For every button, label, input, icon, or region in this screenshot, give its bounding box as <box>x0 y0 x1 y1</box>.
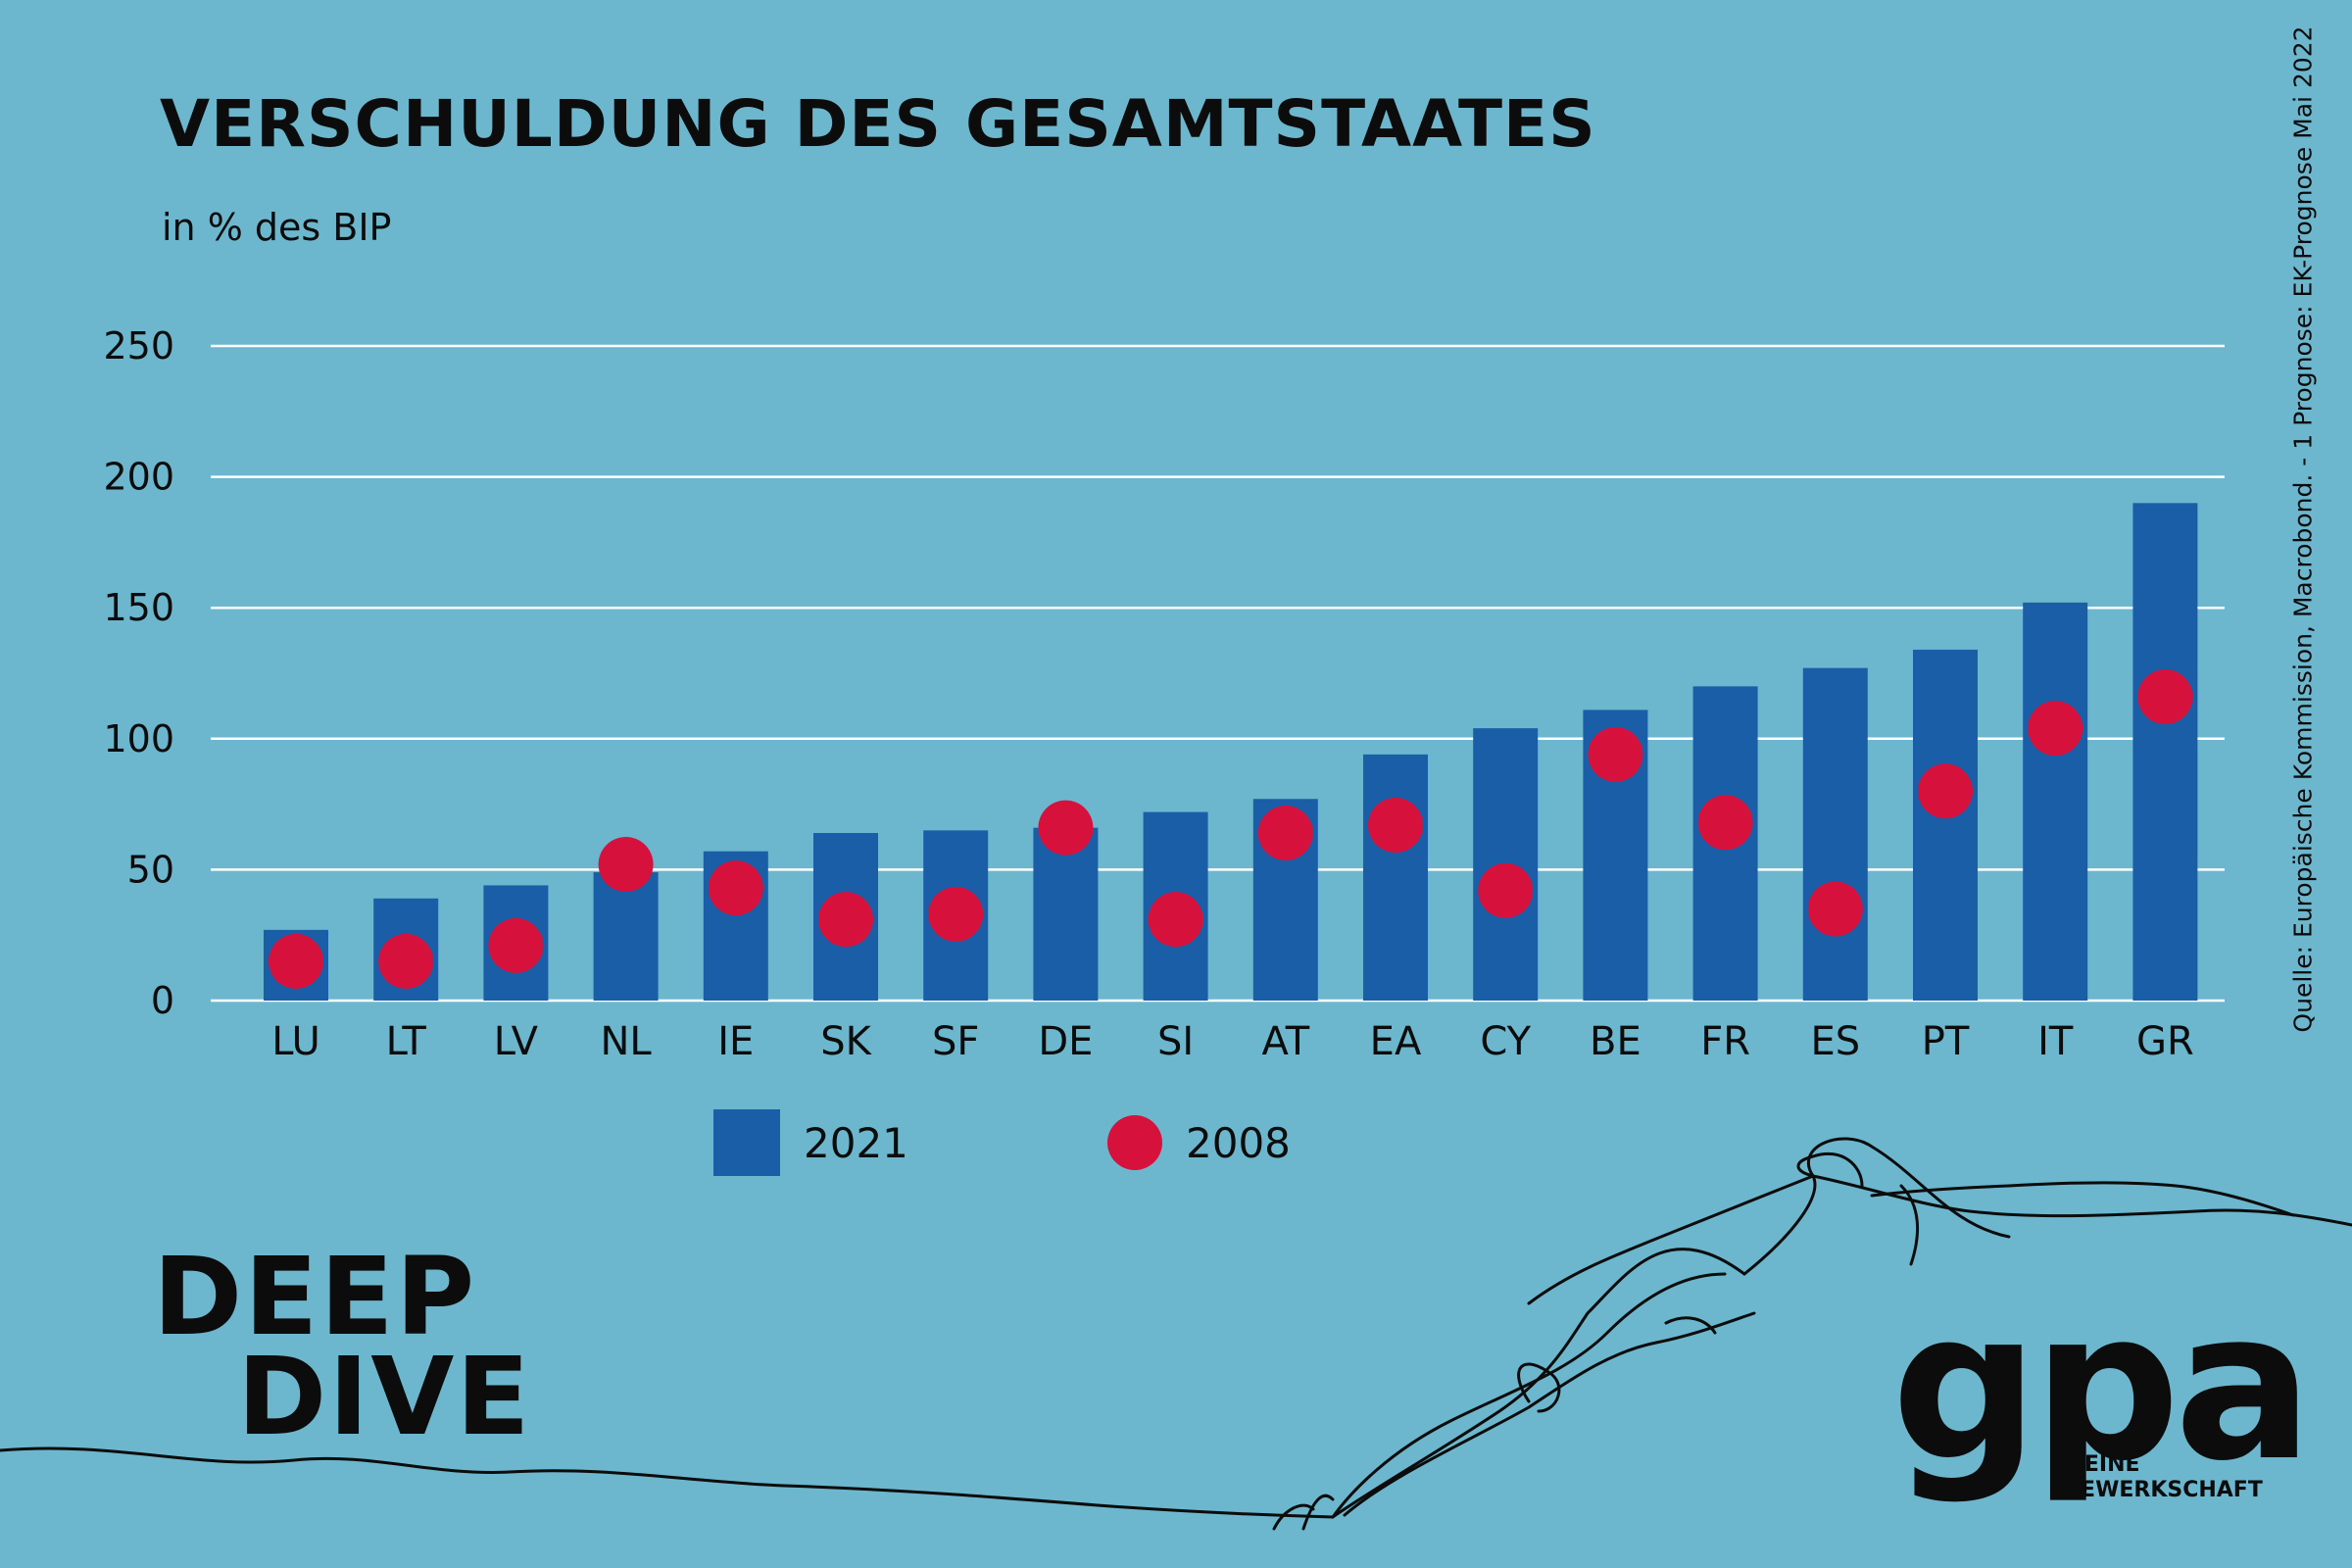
y-tick-label: 50 <box>127 848 174 891</box>
gpa-tagline-line-1: MEINE <box>2063 1452 2140 1477</box>
bar-2021-PT <box>1913 649 1978 1001</box>
x-tick-label: BE <box>1590 1019 1642 1064</box>
x-tick-label: FR <box>1700 1019 1750 1064</box>
x-tick-label: PT <box>1922 1019 1970 1064</box>
dot-2008-LU <box>269 933 323 989</box>
x-tick-label: LU <box>271 1019 320 1064</box>
y-tick-label: 100 <box>103 717 174 760</box>
dot-2008-GR <box>2137 669 2193 725</box>
legend-label-2008: 2008 <box>1186 1118 1291 1167</box>
legend-label-2021: 2021 <box>804 1118 908 1167</box>
bar-2021-ES <box>1802 667 1868 1001</box>
legend-swatch-2008 <box>1107 1115 1162 1170</box>
chart-subtitle: in % des BIP <box>162 206 392 249</box>
x-tick-label: EA <box>1370 1019 1422 1064</box>
x-tick-label: NL <box>600 1019 652 1064</box>
y-tick-label: 200 <box>103 456 174 499</box>
x-tick-label: AT <box>1261 1019 1309 1064</box>
bar-2021-NL <box>593 872 659 1001</box>
gpa-logo-mark: gpa <box>1891 1266 2313 1506</box>
dot-2008-FR <box>1697 795 1753 851</box>
bar-2021-GR <box>2132 503 2198 1001</box>
legend-item-2021: 2021 <box>713 1109 908 1176</box>
dot-2008-SF <box>928 886 984 942</box>
dot-2008-DE <box>1038 800 1094 856</box>
dot-2008-ES <box>1807 881 1863 937</box>
dot-2008-IT <box>2028 701 2083 757</box>
x-tick-label: IE <box>717 1019 754 1064</box>
chart-title: VERSCHULDUNG DES GESAMTSTAATES <box>160 86 1596 162</box>
legend-swatch-2021 <box>713 1109 780 1176</box>
dot-2008-SK <box>818 892 873 948</box>
gpa-logo-tagline: MEINE GEWERKSCHAFT <box>2063 1452 2263 1503</box>
dot-2008-SI <box>1148 892 1203 948</box>
y-tick-label: 250 <box>103 324 174 368</box>
campaign-line-2: DIVE <box>237 1334 532 1459</box>
dot-2008-NL <box>598 837 654 893</box>
dot-2008-EA <box>1368 797 1423 853</box>
dot-2008-AT <box>1257 805 1313 860</box>
x-tick-label: GR <box>2136 1019 2194 1064</box>
y-tick-label: 0 <box>151 979 174 1022</box>
legend-item-2008: 2008 <box>1107 1115 1291 1170</box>
x-tick-label: LV <box>494 1019 539 1064</box>
x-tick-label: LT <box>386 1019 427 1064</box>
dot-2008-CY <box>1478 862 1534 918</box>
bar-2021-IT <box>2023 602 2088 1001</box>
dot-2008-LT <box>378 933 434 989</box>
dot-2008-LV <box>488 917 544 973</box>
dot-2008-BE <box>1588 726 1643 782</box>
x-tick-label: SK <box>820 1019 872 1064</box>
dot-2008-PT <box>1918 763 1973 819</box>
y-tick-label: 150 <box>103 586 174 629</box>
x-tick-label: SF <box>932 1019 979 1064</box>
campaign-line-1: DEEP <box>153 1234 477 1359</box>
debt-chart: 0 50 100 150 200 250 LU LT LV NL IE SK SF DE SI AT EA CY B… <box>103 324 2225 1064</box>
dot-2008-IE <box>708 860 763 916</box>
gpa-logo: gpa MEINE GEWERKSCHAFT <box>1891 1266 2313 1506</box>
x-tick-label: IT <box>2037 1019 2074 1064</box>
deep-dive-wordmark: DEEP DIVE <box>153 1243 532 1459</box>
x-tick-label: DE <box>1038 1019 1093 1064</box>
x-tick-label: SI <box>1157 1019 1194 1064</box>
x-tick-label: ES <box>1810 1019 1860 1064</box>
x-tick-label: CY <box>1480 1019 1531 1064</box>
bar-2021-EA <box>1363 754 1428 1001</box>
gpa-tagline-line-2: GEWERKSCHAFT <box>2063 1478 2263 1502</box>
bar-2021-DE <box>1033 827 1099 1001</box>
